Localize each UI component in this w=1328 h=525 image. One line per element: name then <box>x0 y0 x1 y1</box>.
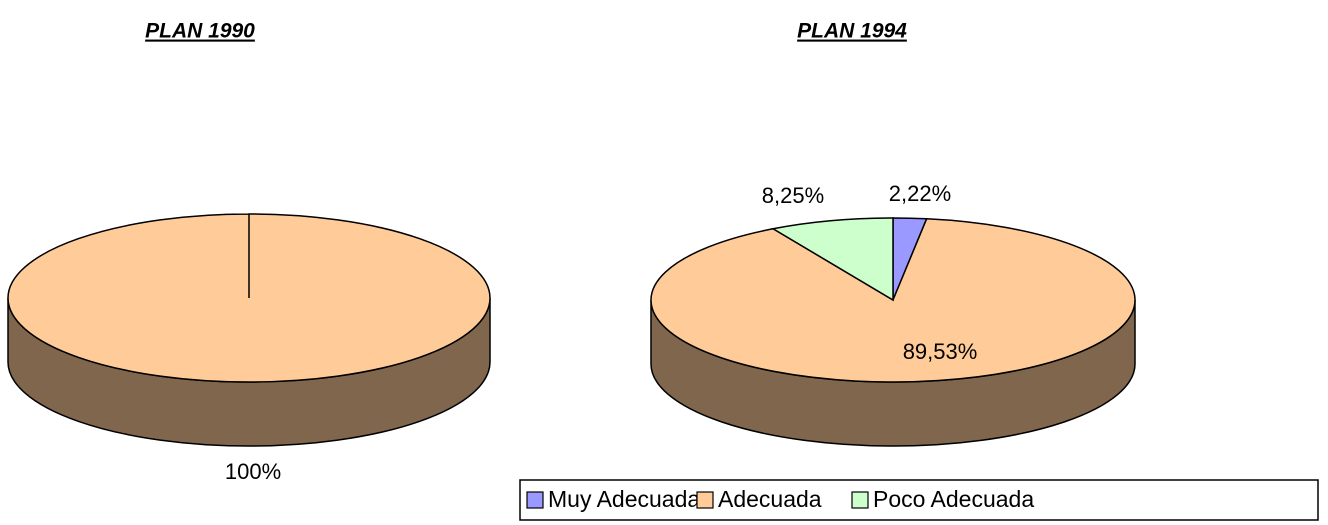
data-label: 2,22% <box>889 181 951 206</box>
legend-label: Muy Adecuada <box>548 486 700 512</box>
data-label: 8,25% <box>762 183 824 208</box>
legend-label: Adecuada <box>718 486 822 512</box>
data-label: 100% <box>225 459 281 484</box>
pie-slice <box>7 213 491 383</box>
legend-box <box>519 479 1319 521</box>
legend-swatch <box>696 491 714 509</box>
pie-slice <box>771 217 894 302</box>
data-label: 89,53% <box>903 339 978 364</box>
legend-label: Poco Adecuada <box>873 486 1034 512</box>
chart-title: PLAN 1994 <box>797 20 907 43</box>
legend-swatch <box>851 491 869 509</box>
chart-title: PLAN 1990 <box>145 20 255 43</box>
legend-swatch <box>526 491 544 509</box>
